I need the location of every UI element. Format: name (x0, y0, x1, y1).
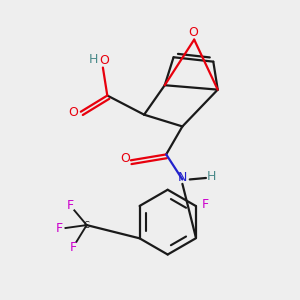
Text: O: O (68, 106, 78, 119)
Text: H: H (207, 170, 217, 183)
Text: F: F (67, 199, 74, 212)
Text: F: F (202, 198, 209, 211)
Text: N: N (178, 172, 187, 184)
Text: O: O (120, 152, 130, 165)
Text: O: O (188, 26, 198, 39)
Text: F: F (69, 241, 76, 254)
Text: C: C (84, 220, 90, 230)
Text: H: H (89, 53, 98, 66)
Text: O: O (99, 54, 109, 67)
Text: F: F (56, 222, 63, 236)
